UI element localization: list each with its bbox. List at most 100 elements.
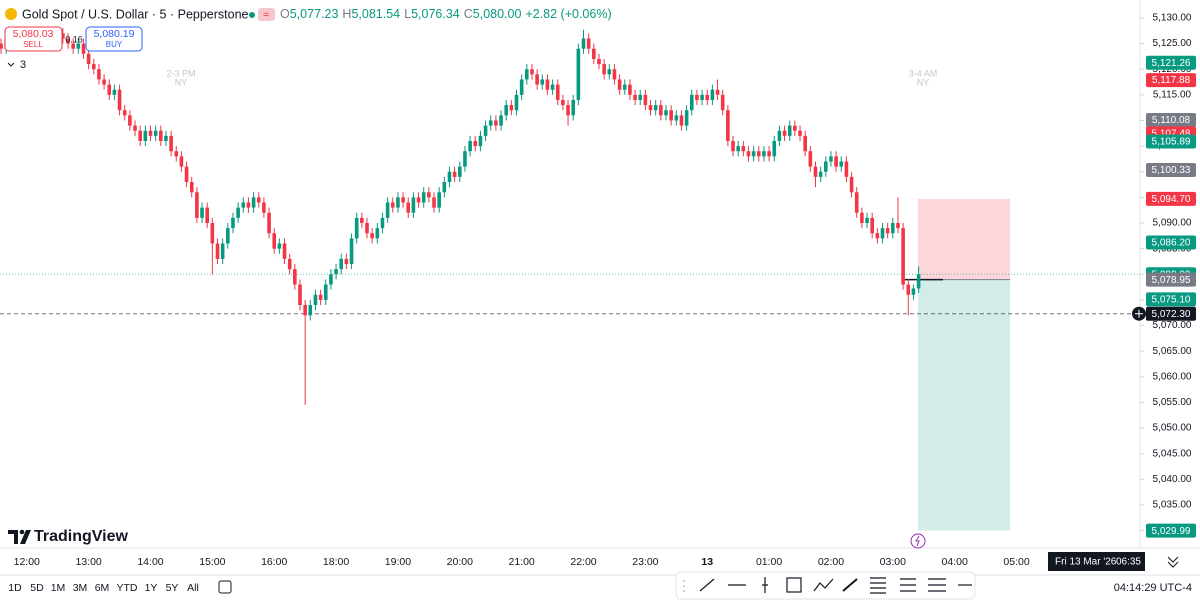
tool-pitchfork[interactable] xyxy=(900,578,916,592)
range-button[interactable]: 1D xyxy=(8,582,22,594)
indicator-count[interactable]: 3 xyxy=(20,59,26,71)
candle-body xyxy=(664,110,668,116)
candle-body xyxy=(875,233,880,239)
candle-body xyxy=(298,284,302,306)
y-tick-label: 5,055.00 xyxy=(1153,397,1192,408)
candle-body xyxy=(865,217,869,223)
candle-body xyxy=(401,197,405,203)
candle-body xyxy=(457,166,462,177)
candle-body xyxy=(550,84,555,90)
candle-body xyxy=(390,202,395,208)
candle-body xyxy=(148,130,153,136)
candle-body xyxy=(112,89,117,95)
candle-body xyxy=(916,274,921,289)
range-button[interactable]: 3M xyxy=(73,582,88,594)
candle-body xyxy=(715,89,720,95)
candle-body xyxy=(798,130,802,136)
candle-body xyxy=(195,192,199,218)
candle-body xyxy=(380,217,385,229)
candle-body xyxy=(741,146,746,152)
candle-body xyxy=(282,243,287,259)
range-button[interactable]: 6M xyxy=(95,582,110,594)
session-label: 2-3 PM xyxy=(166,68,195,78)
tool-lines[interactable] xyxy=(928,578,946,592)
price-badge xyxy=(1146,73,1196,88)
date-badge xyxy=(1048,552,1145,571)
candle-body xyxy=(586,38,591,49)
candle-body xyxy=(653,105,658,111)
collapse-chevron[interactable] xyxy=(7,62,15,67)
candle-body xyxy=(674,115,679,121)
price-badge-label: 5,086.20 xyxy=(1152,238,1191,249)
price-badge xyxy=(1146,292,1196,307)
candle-body xyxy=(107,84,112,95)
y-tick-label: 5,130.00 xyxy=(1153,13,1192,24)
price-badge xyxy=(1146,235,1196,250)
candle-body xyxy=(581,38,586,49)
candle-body xyxy=(174,151,179,157)
candle-body xyxy=(97,69,101,80)
ohlc-readout: O5,077.23 H5,081.54 L5,076.34 C5,080.00 +2.8… xyxy=(280,7,612,21)
candle-body xyxy=(834,156,838,167)
tool-ray[interactable] xyxy=(842,578,858,592)
goto-date[interactable] xyxy=(218,580,232,594)
candle-body xyxy=(478,135,483,147)
range-button[interactable]: YTD xyxy=(117,582,138,594)
candle-body xyxy=(844,161,849,177)
tool-fib[interactable] xyxy=(870,577,886,594)
x-tick-label: 04:00 xyxy=(942,556,968,568)
y-tick-label: 5,040.00 xyxy=(1153,474,1192,485)
candle-body xyxy=(205,207,209,223)
candle-body xyxy=(829,156,833,162)
event-icon[interactable] xyxy=(910,533,926,549)
candle-body xyxy=(628,84,632,95)
candle-body xyxy=(607,69,612,75)
symbol-title[interactable]: Gold Spot / U.S. Dollar · 5 · Pepperston… xyxy=(22,7,249,21)
logo-icon xyxy=(8,530,31,544)
ohlc-value: 5,081.54 xyxy=(351,7,400,21)
candle-body xyxy=(200,207,204,218)
range-button[interactable]: 1M xyxy=(51,582,66,594)
candle-body xyxy=(236,207,240,218)
candle-body xyxy=(220,243,225,259)
candle-body xyxy=(153,130,158,136)
buy-button[interactable] xyxy=(85,26,143,52)
sell-label: SELL xyxy=(23,40,43,49)
candle-body xyxy=(705,94,710,100)
candle-body xyxy=(669,110,673,121)
price-badge-label: 5,072.30 xyxy=(1152,309,1191,320)
x-tick-label: 01:00 xyxy=(756,556,782,568)
range-button[interactable]: 5Y xyxy=(166,582,179,594)
tool-vline[interactable] xyxy=(762,577,768,593)
tool-rectangle[interactable] xyxy=(786,577,802,593)
tool-path[interactable] xyxy=(813,578,834,592)
tool-trendline[interactable] xyxy=(699,578,715,592)
candle-body xyxy=(787,125,792,136)
sell-button[interactable] xyxy=(4,26,63,52)
price-badge xyxy=(1146,523,1196,538)
range-button[interactable]: 5D xyxy=(30,582,44,594)
x-tick-label: 13 xyxy=(701,556,713,568)
candle-body xyxy=(329,274,333,285)
candle-body xyxy=(463,151,467,167)
candle-body xyxy=(117,89,122,111)
y-tick-label: 5,125.00 xyxy=(1153,38,1192,49)
candle-body xyxy=(226,228,230,244)
range-button[interactable]: All xyxy=(187,582,199,594)
candle-body xyxy=(891,222,895,234)
candle-body xyxy=(617,79,622,90)
price-badge xyxy=(1146,113,1196,128)
candle-body xyxy=(308,305,313,316)
range-bar: 1D 5D 1M 3M 6M YTD 1Y 5Y All xyxy=(8,582,199,594)
scroll-icon[interactable] xyxy=(1167,556,1179,568)
candle-body xyxy=(746,151,751,157)
candle-body xyxy=(102,79,106,85)
range-button[interactable]: 1Y xyxy=(145,582,158,594)
event-icon xyxy=(915,535,920,547)
candle-body xyxy=(370,233,374,239)
y-tick-label: 5,035.00 xyxy=(1153,500,1192,511)
candle-body xyxy=(854,192,859,213)
candle-body xyxy=(231,217,235,229)
